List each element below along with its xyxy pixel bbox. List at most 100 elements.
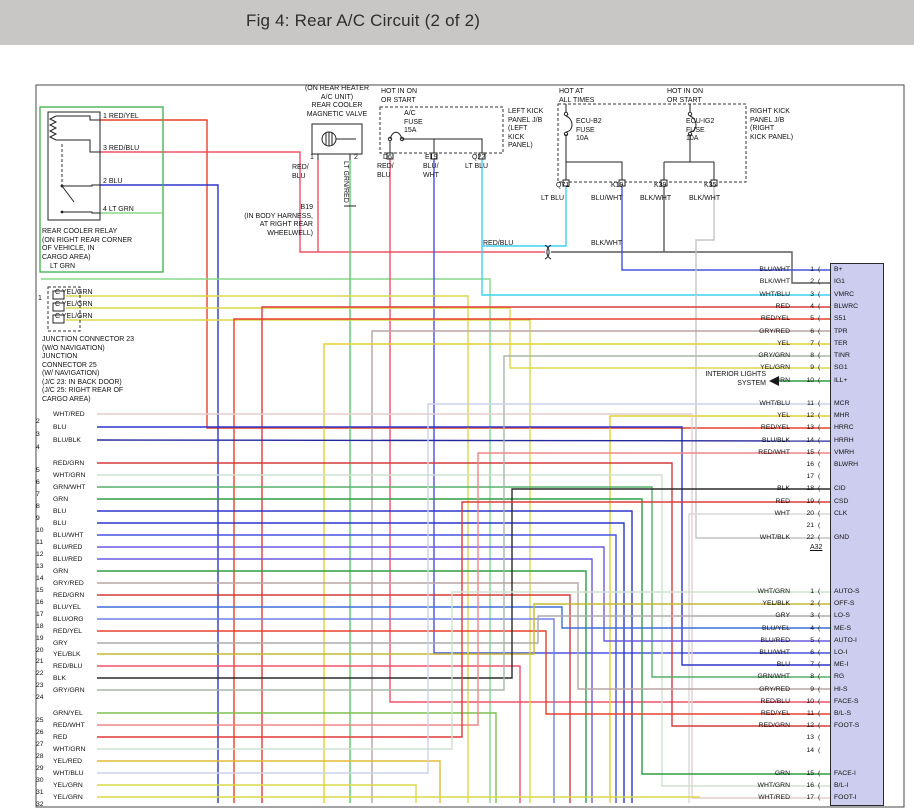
- pin-number: 6: [810, 649, 814, 656]
- connector-pin-row: GRY/RED 6 (TPR: [698, 328, 886, 340]
- left-kick-panel-caption: LEFT KICK PANEL J/B (LEFT KICK PANEL): [508, 108, 544, 150]
- connector-pin-row: RED/WHT 15 (VMRH: [698, 449, 886, 461]
- pin-name: TINR: [834, 352, 850, 359]
- connector-pin-row: YEL 12 (MHR: [698, 412, 886, 424]
- pin-connector-bracket: (: [818, 315, 821, 322]
- wire-number: 19: [36, 635, 44, 642]
- inline-connector-symbol: [544, 244, 552, 260]
- relay-caption: REAR COOLER RELAY (ON RIGHT REAR CORNER …: [42, 228, 133, 261]
- wire-blk: [97, 488, 830, 679]
- jb-pin-wire-label: RED/ BLU: [377, 163, 394, 179]
- b19-note: B19 (IN BODY HARNESS, AT RIGHT REAR WHEE…: [244, 204, 313, 237]
- pin-wire-color: BLU/BLK: [762, 437, 790, 444]
- pin-name: TPR: [834, 328, 848, 335]
- wire-number: 24: [36, 694, 44, 701]
- wire-color-label: YEL/GRN: [53, 782, 83, 789]
- pin-connector-bracket: (: [818, 412, 821, 419]
- figure-title: Fig 4: Rear A/C Circuit (2 of 2): [246, 11, 481, 30]
- relay-pin-label: 4 LT GRN: [103, 206, 134, 213]
- connector-pin-row: YEL/BLK 2 (OFF-S: [698, 600, 886, 612]
- pin-name: ME-I: [834, 661, 849, 668]
- wire-red-grn: [97, 462, 830, 727]
- wire-number: 32: [36, 801, 44, 808]
- wire-blu-wht: [621, 187, 830, 271]
- pin-number: 4: [810, 625, 814, 632]
- jb-pin-wire-label: LT BLU: [465, 163, 489, 170]
- interior-lights-label: INTERIOR LIGHTS SYSTEM: [705, 371, 766, 387]
- wire-color-label: BLU/WHT: [53, 532, 84, 539]
- pin-connector-bracket: (: [818, 588, 821, 595]
- pin-connector-bracket: (: [818, 473, 821, 480]
- connector-pin-row: GRY/RED 9 (HI-S: [698, 686, 886, 698]
- connector-pin-row: WHT/GRN 16 (B/L-I: [698, 782, 886, 794]
- wire-gry: [97, 615, 830, 644]
- pin-name: ME-S: [834, 625, 851, 632]
- wire-number: 29: [36, 765, 44, 772]
- connector-pin-row: RED/YEL 13 (HRRC: [698, 424, 886, 436]
- wire-red-blu: [97, 665, 521, 803]
- relay-ltgrn-label: LT GRN: [50, 263, 76, 270]
- wire-number: 25: [36, 717, 44, 724]
- wire-number: 15: [36, 587, 44, 594]
- wire-color-label: BLU: [53, 508, 67, 515]
- pin-number: 14: [806, 747, 814, 754]
- pin-name: LO-S: [834, 612, 850, 619]
- wire-red-wht: [97, 452, 830, 726]
- pin-number: 22: [806, 534, 814, 541]
- right-kick-panel-caption: RIGHT KICK PANEL J/B (RIGHT KICK PANEL): [750, 108, 794, 141]
- wire-number: 17: [36, 611, 44, 618]
- pin-number: 12: [806, 412, 814, 419]
- wire-yel: [609, 415, 830, 803]
- wire-color-label: RED: [53, 734, 68, 741]
- jb-pin-id: K19: [611, 182, 624, 189]
- wire-color-label: GRN/YEL: [53, 710, 83, 717]
- pin-wire-color: BLU/YEL: [762, 625, 790, 632]
- pin-name: ILL+: [834, 377, 848, 384]
- pin-wire-color: BLU/WHT: [759, 649, 790, 656]
- pin-name: VMRC: [834, 291, 855, 298]
- wire-gry-red: [371, 330, 830, 803]
- wire-blu-red: [97, 546, 830, 642]
- connector-pin-row: WHT 20 (CLK: [698, 510, 886, 522]
- wire-yel-grn: [66, 319, 531, 803]
- pin-connector-bracket: (: [818, 400, 821, 407]
- ac-fuse-label: A/C FUSE 15A: [404, 110, 423, 135]
- wire-number: 13: [36, 563, 44, 570]
- wire-color-label: BLU/RED: [53, 544, 83, 551]
- interior-lights-arrow-icon: [769, 376, 779, 386]
- pin-connector-bracket: (: [818, 649, 821, 656]
- rear-cooler-relay-symbol: [39, 106, 164, 273]
- relay-highlight-box: [39, 106, 164, 273]
- pin-connector-bracket: (: [818, 673, 821, 680]
- wire-yel-grn: [66, 307, 830, 369]
- pin-wire-color: RED/YEL: [760, 424, 790, 431]
- pin-number: 4: [810, 303, 814, 310]
- pin-connector-bracket: (: [818, 637, 821, 644]
- wire-blu-wht: [433, 159, 830, 654]
- wire-number: 21: [36, 658, 44, 665]
- relay-pin-label: 3 RED/BLU: [103, 145, 140, 152]
- pin-number: 2: [810, 278, 814, 285]
- pin-connector-bracket: (: [818, 437, 821, 444]
- wires-layer: [41, 119, 831, 803]
- pin-name: CID: [834, 485, 846, 492]
- pin-connector-bracket: (: [818, 600, 821, 607]
- jb-pin-id: K39: [654, 182, 667, 189]
- magnetic-valve-symbol: [311, 123, 363, 160]
- pin-wire-color: BLU/RED: [760, 637, 790, 644]
- wire-red-blu: [389, 159, 830, 703]
- pin-wire-color: WHT: [774, 510, 790, 517]
- pin-connector-bracket: (: [818, 734, 821, 741]
- wire-grn: [97, 498, 830, 775]
- pin-connector-bracket: (: [818, 794, 821, 801]
- pin-number: 5: [810, 315, 814, 322]
- pin-number: 10: [806, 377, 814, 384]
- pin-connector-bracket: (: [818, 303, 821, 310]
- connector-pin-row: RED 4 (BLWRC: [698, 303, 886, 315]
- pin-connector-bracket: (: [818, 510, 821, 517]
- valve-pin-number: 1: [310, 154, 314, 161]
- pin-name: S51: [834, 315, 847, 322]
- wire-blu-blk: [96, 439, 831, 442]
- jb-pin-id: D6: [383, 154, 392, 161]
- pin-number: 9: [810, 686, 814, 693]
